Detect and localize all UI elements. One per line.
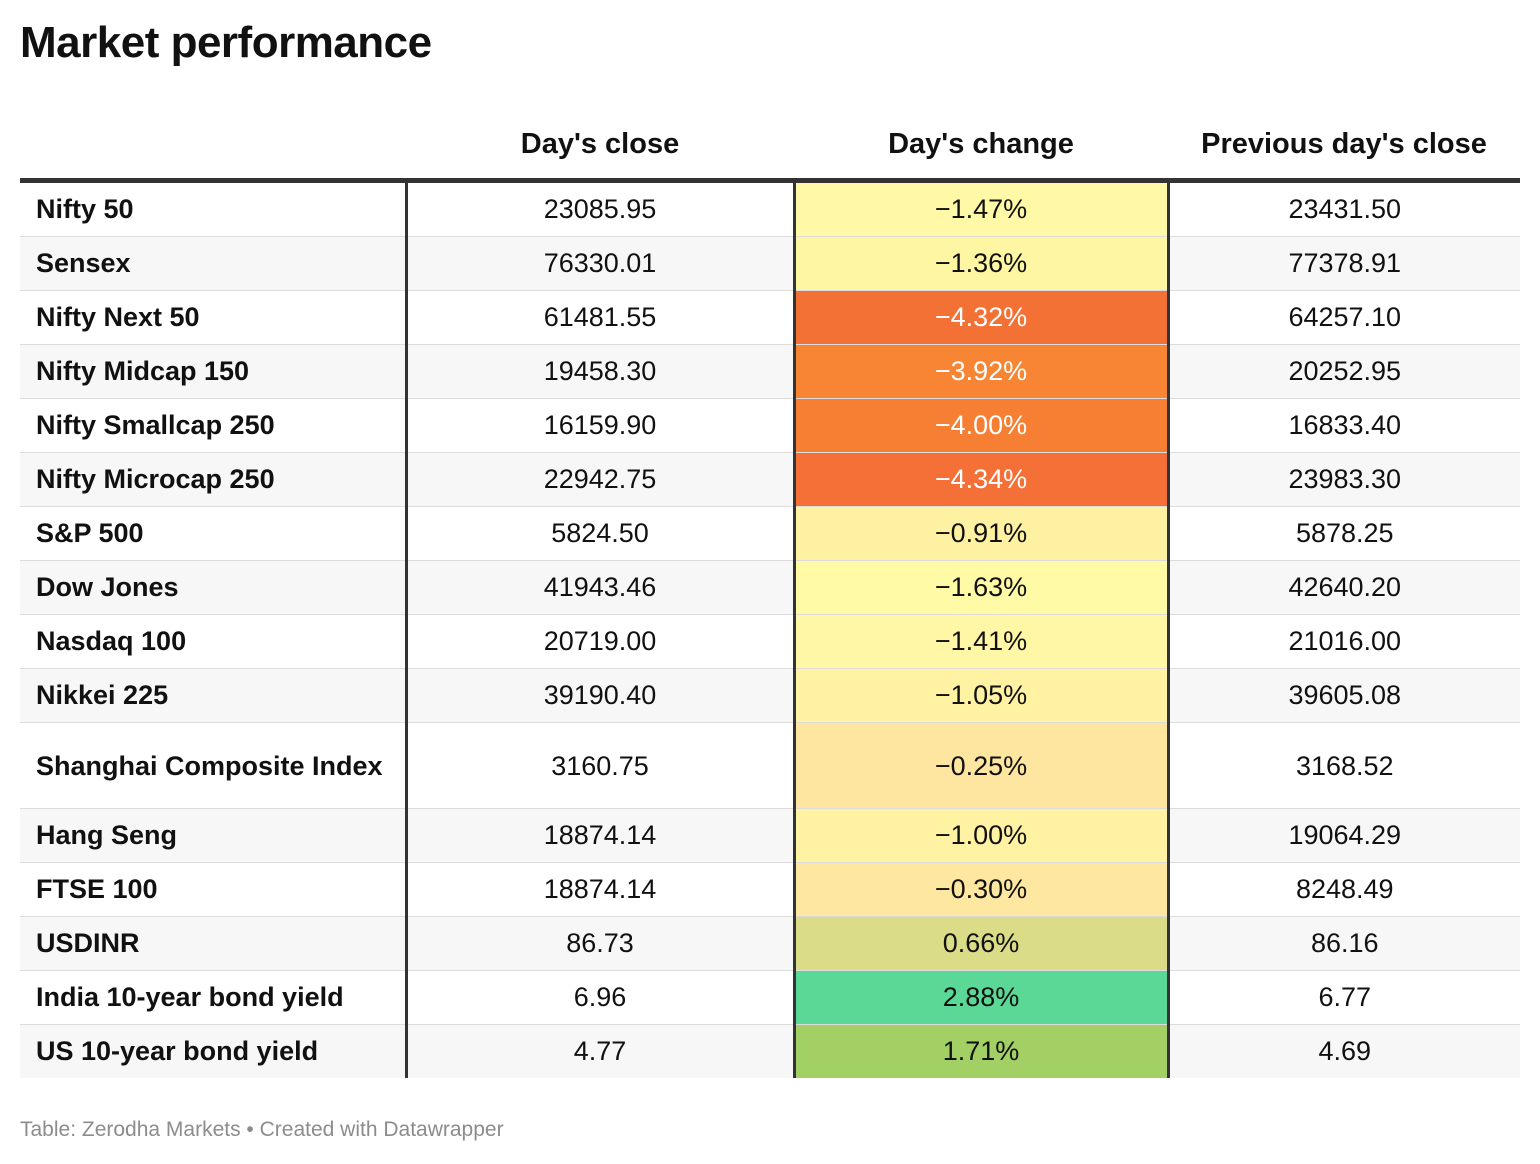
days-close-cell: 39190.40	[404, 668, 794, 723]
header-index	[20, 110, 406, 183]
index-name-cell: Nifty Smallcap 250	[20, 398, 406, 453]
days-close-cell: 4.77	[404, 1024, 794, 1078]
previous-close-cell: 21016.00	[1168, 614, 1520, 669]
days-change-cell: −1.05%	[792, 668, 1170, 723]
index-name-cell: FTSE 100	[20, 862, 406, 917]
table-row: Shanghai Composite Index 3160.75 −0.25% 316…	[20, 722, 1520, 809]
days-change-cell: −0.91%	[792, 506, 1170, 561]
table-row: Nifty Smallcap 250 16159.90 −4.00% 16833.40	[20, 398, 1520, 453]
table-row: Nikkei 225 39190.40 −1.05% 39605.08	[20, 668, 1520, 723]
days-change-cell: −0.30%	[792, 862, 1170, 917]
index-name-cell: Nifty Microcap 250	[20, 452, 406, 507]
days-change-cell: 1.71%	[792, 1024, 1170, 1078]
days-close-cell: 16159.90	[404, 398, 794, 453]
header-days-close: Day's close	[406, 110, 794, 183]
table-row: US 10-year bond yield 4.77 1.71% 4.69	[20, 1024, 1520, 1078]
table-row: India 10-year bond yield 6.96 2.88% 6.77	[20, 970, 1520, 1025]
table-row: Nifty Next 50 61481.55 −4.32% 64257.10	[20, 290, 1520, 345]
table-row: Dow Jones 41943.46 −1.63% 42640.20	[20, 560, 1520, 615]
days-close-cell: 20719.00	[404, 614, 794, 669]
days-close-cell: 86.73	[404, 916, 794, 971]
days-change-cell: −4.34%	[792, 452, 1170, 507]
index-name-cell: US 10-year bond yield	[20, 1024, 406, 1078]
market-table: Day's close Day's change Previous day's …	[20, 110, 1520, 1078]
table-row: Nifty Microcap 250 22942.75 −4.34% 23983.30	[20, 452, 1520, 507]
days-change-cell: −1.36%	[792, 236, 1170, 291]
previous-close-cell: 19064.29	[1168, 808, 1520, 863]
days-change-cell: 2.88%	[792, 970, 1170, 1025]
header-row: Day's close Day's change Previous day's …	[20, 110, 1520, 183]
table-row: Hang Seng 18874.14 −1.00% 19064.29	[20, 808, 1520, 863]
source-footer: Table: Zerodha Markets • Created with Da…	[20, 1118, 504, 1141]
days-change-cell: −4.00%	[792, 398, 1170, 453]
days-close-cell: 18874.14	[404, 808, 794, 863]
table-row: Nifty Midcap 150 19458.30 −3.92% 20252.95	[20, 344, 1520, 399]
days-close-cell: 19458.30	[404, 344, 794, 399]
table-row: S&P 500 5824.50 −0.91% 5878.25	[20, 506, 1520, 561]
index-name-cell: Nifty Next 50	[20, 290, 406, 345]
previous-close-cell: 3168.52	[1168, 722, 1520, 809]
days-close-cell: 23085.95	[404, 180, 794, 237]
days-change-cell: −1.47%	[792, 180, 1170, 237]
table-row: Nifty 50 23085.95 −1.47% 23431.50	[20, 180, 1520, 237]
previous-close-cell: 64257.10	[1168, 290, 1520, 345]
previous-close-cell: 77378.91	[1168, 236, 1520, 291]
index-name-cell: Nifty 50	[20, 180, 406, 237]
table-body: Nifty 50 23085.95 −1.47% 23431.50 Sensex 7633…	[20, 180, 1520, 1078]
previous-close-cell: 23983.30	[1168, 452, 1520, 507]
index-name-cell: Shanghai Composite Index	[20, 722, 406, 809]
days-change-cell: −0.25%	[792, 722, 1170, 809]
table-row: USDINR 86.73 0.66% 86.16	[20, 916, 1520, 971]
days-change-cell: 0.66%	[792, 916, 1170, 971]
table-row: Sensex 76330.01 −1.36% 77378.91	[20, 236, 1520, 291]
previous-close-cell: 16833.40	[1168, 398, 1520, 453]
days-close-cell: 6.96	[404, 970, 794, 1025]
table-row: FTSE 100 18874.14 −0.30% 8248.49	[20, 862, 1520, 917]
days-close-cell: 61481.55	[404, 290, 794, 345]
previous-close-cell: 6.77	[1168, 970, 1520, 1025]
days-close-cell: 22942.75	[404, 452, 794, 507]
days-change-cell: −1.41%	[792, 614, 1170, 669]
index-name-cell: Nikkei 225	[20, 668, 406, 723]
previous-close-cell: 5878.25	[1168, 506, 1520, 561]
days-close-cell: 5824.50	[404, 506, 794, 561]
index-name-cell: Sensex	[20, 236, 406, 291]
previous-close-cell: 23431.50	[1168, 180, 1520, 237]
index-name-cell: Nasdaq 100	[20, 614, 406, 669]
previous-close-cell: 39605.08	[1168, 668, 1520, 723]
days-close-cell: 41943.46	[404, 560, 794, 615]
index-name-cell: Hang Seng	[20, 808, 406, 863]
table-header: Day's close Day's change Previous day's …	[20, 110, 1520, 183]
index-name-cell: India 10-year bond yield	[20, 970, 406, 1025]
index-name-cell: S&P 500	[20, 506, 406, 561]
table-row: Nasdaq 100 20719.00 −1.41% 21016.00	[20, 614, 1520, 669]
previous-close-cell: 42640.20	[1168, 560, 1520, 615]
previous-close-cell: 20252.95	[1168, 344, 1520, 399]
previous-close-cell: 4.69	[1168, 1024, 1520, 1078]
header-previous-close: Previous day's close	[1168, 110, 1520, 183]
days-change-cell: −1.00%	[792, 808, 1170, 863]
days-close-cell: 3160.75	[404, 722, 794, 809]
days-close-cell: 18874.14	[404, 862, 794, 917]
previous-close-cell: 86.16	[1168, 916, 1520, 971]
header-days-change: Day's change	[794, 110, 1168, 183]
index-name-cell: Dow Jones	[20, 560, 406, 615]
page-title: Market performance	[20, 18, 432, 67]
days-change-cell: −3.92%	[792, 344, 1170, 399]
days-change-cell: −4.32%	[792, 290, 1170, 345]
index-name-cell: Nifty Midcap 150	[20, 344, 406, 399]
previous-close-cell: 8248.49	[1168, 862, 1520, 917]
days-close-cell: 76330.01	[404, 236, 794, 291]
index-name-cell: USDINR	[20, 916, 406, 971]
days-change-cell: −1.63%	[792, 560, 1170, 615]
